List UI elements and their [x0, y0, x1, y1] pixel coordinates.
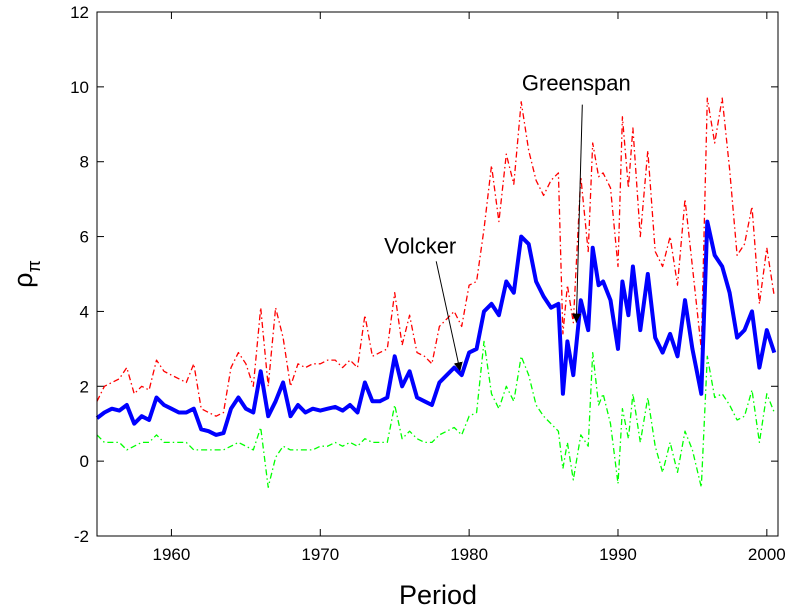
y-axis-label: ρπ: [8, 260, 44, 288]
y-axis-label-subscript: π: [24, 260, 44, 272]
series-line: [96, 340, 775, 488]
annotation-arrow: [572, 104, 583, 323]
y-tick-label: 8: [80, 153, 89, 172]
plot-frame: [96, 11, 779, 537]
annotation-label: Volcker: [384, 233, 456, 258]
annotation-arrow: [435, 261, 463, 372]
series-line: [96, 97, 775, 417]
x-axis-label: Period: [399, 580, 477, 610]
y-tick-label: 10: [70, 78, 89, 97]
x-tick-label: 1960: [153, 545, 191, 564]
y-tick-label: 2: [80, 377, 89, 396]
y-tick-label: 0: [80, 452, 89, 471]
y-tick-label: 12: [70, 3, 89, 22]
y-tick-label: 6: [80, 228, 89, 247]
x-tick-label: 1990: [599, 545, 637, 564]
y-tick-label: -2: [74, 527, 89, 546]
x-tick-label: 1970: [301, 545, 339, 564]
x-tick-label: 2000: [748, 545, 786, 564]
x-tick-label: 1980: [450, 545, 488, 564]
annotation-label: Greenspan: [522, 71, 631, 96]
y-tick-label: 4: [80, 302, 89, 321]
series-line: [95, 219, 777, 437]
y-axis-label-main: ρ: [8, 273, 38, 288]
